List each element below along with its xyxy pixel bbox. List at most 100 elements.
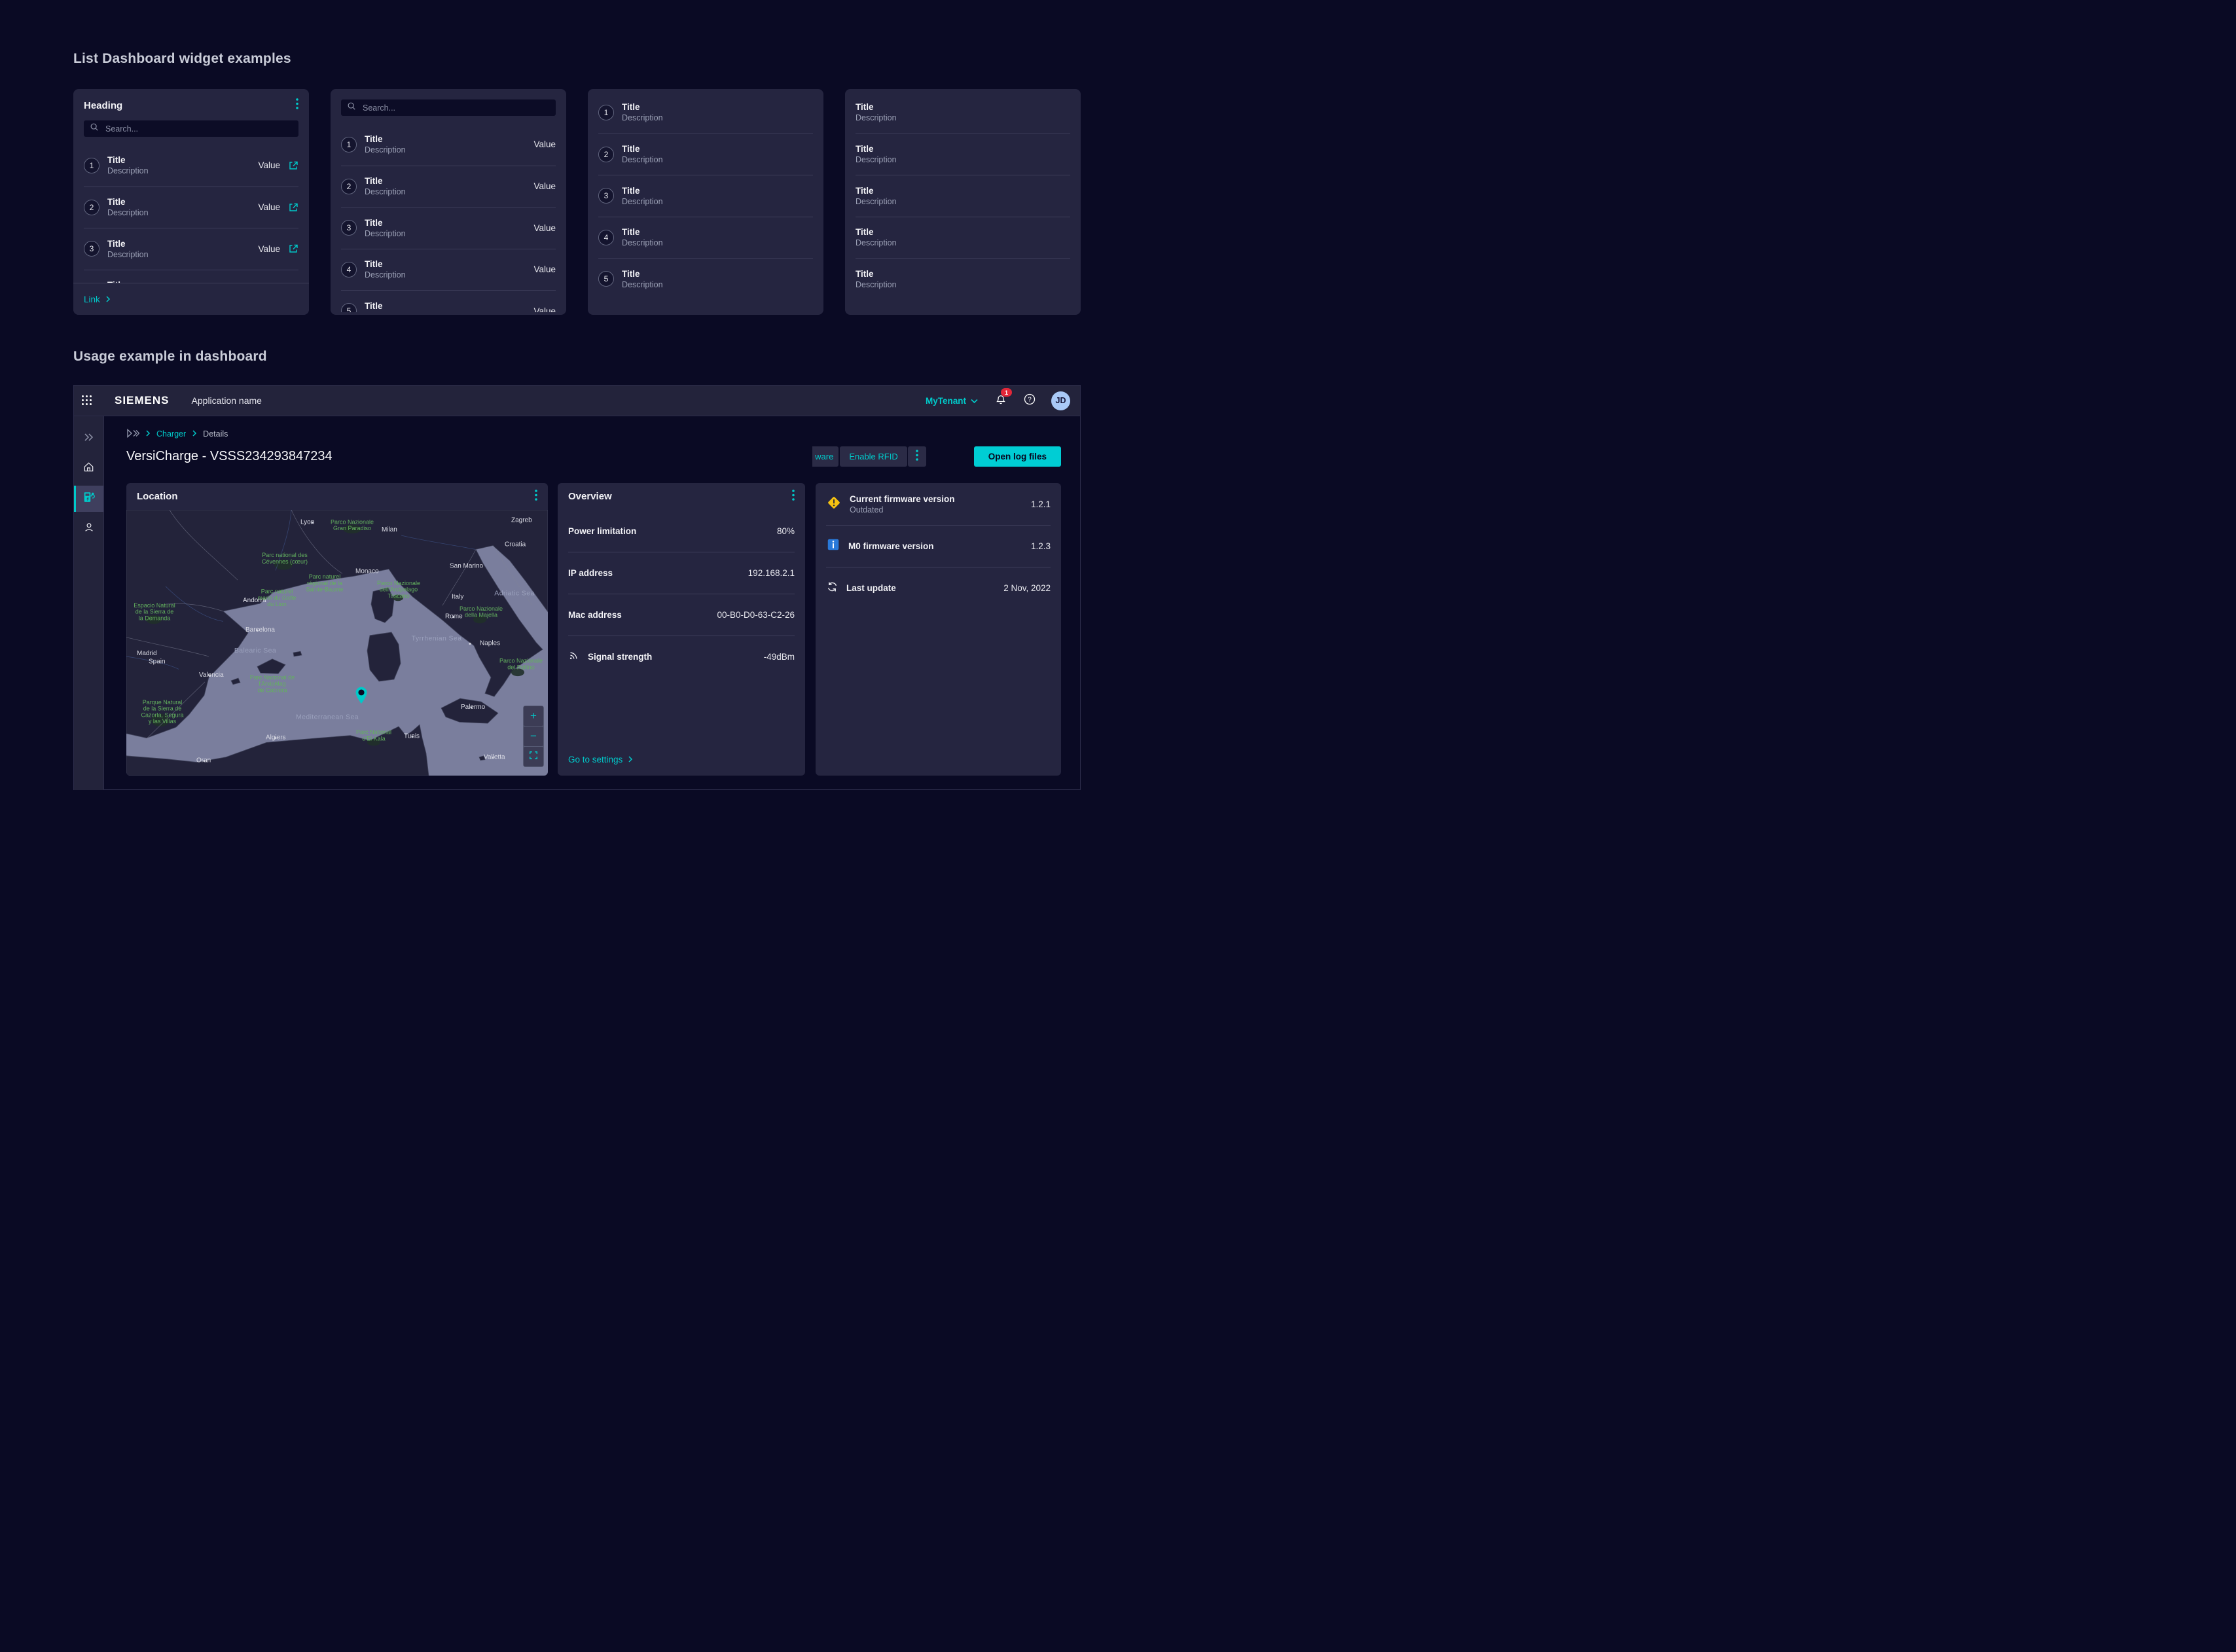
map-city-label: Milan	[382, 526, 397, 533]
list-item[interactable]: Title Description	[856, 216, 1070, 259]
item-title: Title	[856, 102, 874, 113]
item-number-badge: 3	[598, 188, 614, 204]
map-sea-label: Balearic Sea	[234, 647, 276, 655]
list-item[interactable]: Title Description	[856, 258, 1070, 300]
list-item[interactable]: 1 Title Description Value	[341, 124, 556, 166]
map-location-pin[interactable]	[355, 687, 367, 704]
list-item[interactable]: 1 Title Description Value	[84, 145, 298, 187]
list-item[interactable]: Title Description	[856, 175, 1070, 217]
list-item[interactable]: 1 Title Description	[598, 92, 813, 134]
item-number-badge: 3	[341, 220, 357, 236]
row-value: 1.2.3	[1030, 541, 1051, 551]
row-label: Power limitation	[568, 526, 637, 536]
map-fullscreen-button[interactable]	[524, 747, 543, 766]
list-item[interactable]: 4 Title Description	[598, 216, 813, 259]
item-title: Title	[107, 238, 126, 249]
map-zoom-out-button[interactable]: −	[524, 727, 543, 746]
list-item[interactable]: 5 Title Description	[598, 258, 813, 300]
breadcrumb-item-charger[interactable]: Charger	[156, 429, 187, 439]
fullscreen-icon	[529, 750, 538, 763]
page-title: VersiCharge - VSSS234293847234	[126, 448, 333, 463]
kebab-menu-icon[interactable]	[535, 489, 537, 504]
map-city-label: Zagreb	[511, 517, 532, 524]
signal-strength-icon	[568, 649, 580, 664]
item-description: Description	[622, 196, 663, 206]
external-link-icon[interactable]	[288, 243, 298, 254]
notifications-button[interactable]: 1	[995, 388, 1012, 408]
list-item[interactable]: 2 Title Description	[598, 133, 813, 175]
list-widget-card: 1 Title Description 2 Title Description 3 Title…	[588, 89, 823, 315]
list-item[interactable]: 3 Title Description Value	[84, 228, 298, 270]
item-description: Description	[622, 113, 663, 123]
item-value: Value	[533, 264, 556, 275]
clipped-firmware-button[interactable]: ware	[812, 446, 839, 467]
map-city-label: Valencia	[199, 672, 224, 679]
help-button[interactable]: ?	[1024, 393, 1036, 408]
search-icon	[90, 122, 99, 135]
map-park-label: Parco Nazionale Gran Paradiso	[331, 519, 374, 532]
item-title: Title	[856, 268, 874, 279]
actions-kebab-button[interactable]	[907, 446, 926, 467]
breadcrumb-root-icon[interactable]	[126, 428, 140, 440]
item-description: Description	[107, 249, 149, 259]
map-park-label: Parc naturel régional de la Sainte-Baume	[306, 573, 344, 592]
firmware-card: Current firmware version Outdated 1.2.1 M0 …	[816, 483, 1061, 776]
kebab-menu-icon[interactable]	[296, 98, 298, 113]
map-park-label: Parc Nacional de l'Arxipèlag de Cabrera	[250, 674, 295, 693]
map-park-label: Parc naturel marin du Golfe du Lion	[258, 588, 297, 607]
breadcrumb-item-details: Details	[203, 429, 228, 439]
row-label: IP address	[568, 568, 613, 578]
map-city-label: Naples	[480, 640, 500, 647]
application-name: Application name	[191, 395, 262, 406]
avatar[interactable]: JD	[1051, 391, 1070, 410]
list-item[interactable]: 2 Title Description Value	[84, 186, 298, 228]
external-link-icon[interactable]	[288, 202, 298, 213]
kebab-menu-icon[interactable]	[792, 489, 795, 504]
list-item[interactable]: Title Description	[856, 92, 1070, 134]
open-log-files-button[interactable]: Open log files	[973, 446, 1061, 467]
list-item[interactable]: 3 Title Description Value	[341, 207, 556, 249]
detail-row: Signal strength -49dBm	[568, 636, 795, 677]
breadcrumb: Charger Details	[126, 428, 1061, 440]
list-item[interactable]: 5TitleDescriptionValue	[341, 290, 556, 312]
external-link-icon[interactable]	[288, 160, 298, 171]
map-city-label: Barcelona	[245, 626, 276, 634]
search-input[interactable]	[361, 102, 550, 113]
list-item[interactable]: Title Description	[856, 133, 1070, 175]
sidebar-item-home[interactable]	[74, 456, 103, 482]
app-switcher-icon[interactable]	[82, 395, 93, 406]
item-value: Value	[533, 306, 556, 312]
notification-badge: 1	[1001, 388, 1012, 397]
item-value: Value	[258, 160, 280, 171]
list-item[interactable]: 2 Title Description Value	[341, 165, 556, 207]
location-card-title: Location	[137, 491, 178, 502]
item-title: Title	[856, 185, 874, 196]
sidebar-item-charger[interactable]	[74, 486, 103, 512]
item-title: Title	[365, 300, 383, 311]
row-value: 1.2.1	[1030, 499, 1051, 509]
search-input[interactable]	[104, 123, 293, 134]
search-input-wrap	[341, 99, 556, 116]
map-park-label: Parc national des Cévennes (cœur)	[262, 552, 308, 565]
widget-heading: Heading	[84, 99, 123, 111]
bell-icon	[995, 393, 1007, 408]
sidebar-expand-button[interactable]	[74, 425, 103, 452]
usage-section-title: Usage example in dashboard	[73, 349, 267, 364]
list-item[interactable]: 3 Title Description	[598, 175, 813, 217]
widget-footer-link[interactable]: Link	[84, 295, 111, 304]
siemens-logo: SIEMENS	[115, 394, 170, 406]
item-title: Title	[107, 197, 126, 207]
enable-rfid-button[interactable]: Enable RFID	[840, 446, 907, 467]
tenant-menu[interactable]: MyTenant	[926, 396, 978, 406]
item-number-badge: 5	[598, 271, 614, 287]
map-park-label: Parque Natural de la Sierra de Cazorla, Se…	[141, 699, 184, 725]
map-controls: + −	[523, 706, 544, 767]
kebab-menu-icon	[915, 450, 918, 463]
item-value: Value	[258, 202, 280, 213]
sidebar-item-user[interactable]	[74, 516, 103, 542]
map-zoom-in-button[interactable]: +	[524, 706, 543, 726]
go-to-settings-link[interactable]: Go to settings	[568, 755, 795, 764]
map[interactable]: LyonMilanZagrebCroatiaSarajeSan MarinoMo…	[126, 510, 548, 776]
row-value: 2 Nov, 2022	[1003, 583, 1051, 593]
